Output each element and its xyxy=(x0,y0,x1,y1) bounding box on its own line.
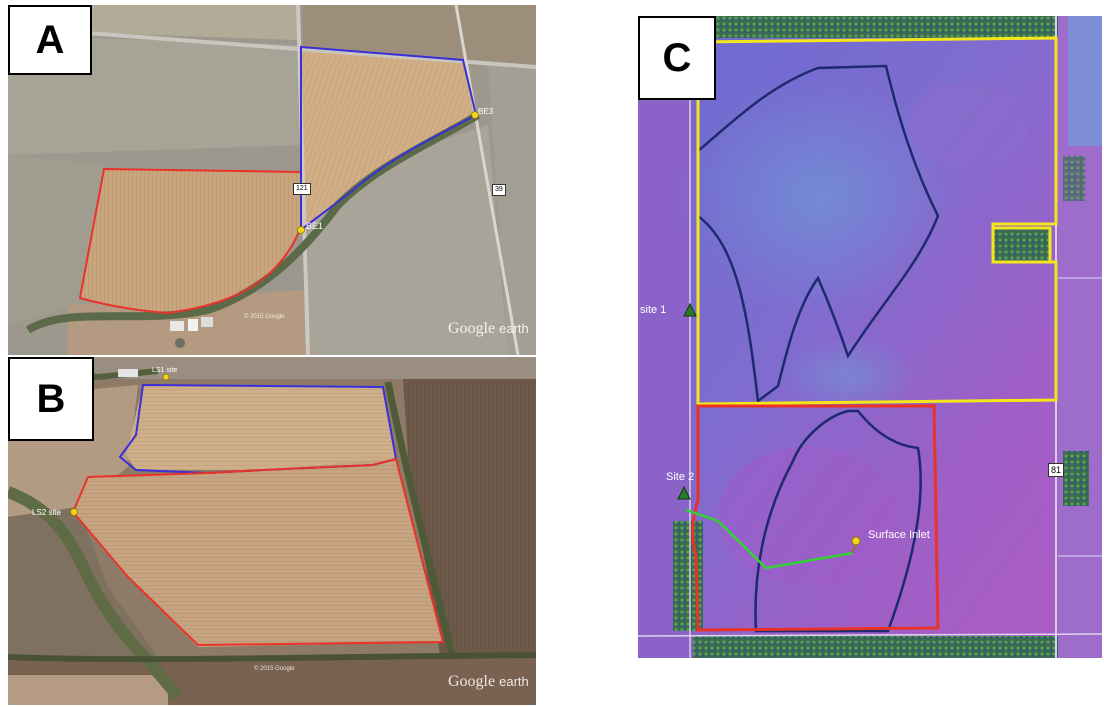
panel-a-label-be1: BE1 xyxy=(306,221,324,231)
panel-a-logo-earth: earth xyxy=(499,321,529,336)
panel-a-copyright: © 2015 Google xyxy=(244,314,285,320)
panel-c-label-site1: site 1 xyxy=(640,304,667,316)
panel-c-lower-field-boundary xyxy=(691,404,940,632)
panel-c-site2-marker xyxy=(677,485,691,500)
panel-a-pin-be3 xyxy=(471,111,479,119)
panel-b-label-ls1: LS1 site xyxy=(152,367,178,374)
panel-c-label-site2: Site 2 xyxy=(666,471,695,483)
panel-c-upper-subwatershed-outline xyxy=(696,64,940,404)
panel-a-label-be3: BE3 xyxy=(478,107,494,116)
panel-c-map: C site 1 Site 2 Surface Inlet 81 xyxy=(638,16,1102,658)
panel-b-label-ls2: LS2 site xyxy=(32,508,61,517)
panel-c-elevation-imagery xyxy=(638,16,1102,658)
panel-b-map: B LS1 site LS2 site © 2015 Google Google… xyxy=(8,357,536,705)
panel-c-site1-marker xyxy=(683,302,697,317)
panel-b-pin-ls2 xyxy=(70,508,78,516)
panel-a-road-shield-39: 39 xyxy=(492,184,506,196)
panel-b-pin-ls1 xyxy=(162,373,170,381)
panel-c-label-surface-inlet: Surface Inlet xyxy=(868,529,930,541)
panel-a-letter: A xyxy=(8,5,92,75)
panel-b-red-field-boundary xyxy=(71,457,445,647)
panel-b-copyright: © 2015 Google xyxy=(254,666,295,672)
panel-b-logo-google: Google xyxy=(448,673,496,690)
panel-a-pin-be1 xyxy=(297,226,305,234)
panel-c-road-shield-81: 81 xyxy=(1048,463,1065,477)
panel-a-road-shield-121: 121 xyxy=(293,183,311,195)
panel-c-inlet-pin xyxy=(851,536,861,546)
panel-b-imagery xyxy=(8,357,536,705)
panel-a-red-field-boundary xyxy=(78,167,302,315)
panel-c-flow-path xyxy=(685,508,854,570)
panel-a-map: A BE1 BE3 121 39 © 2015 Google Google ea… xyxy=(8,5,536,355)
panel-b-logo-earth: earth xyxy=(499,674,529,689)
panel-a-blue-field-boundary xyxy=(300,45,478,233)
panel-c-letter: C xyxy=(638,16,716,100)
panel-a-google-earth-logo: Google earth xyxy=(448,320,529,338)
panel-b-google-earth-logo: Google earth xyxy=(448,673,529,691)
panel-a-logo-google: Google xyxy=(448,320,496,337)
panel-c-inset-boundary xyxy=(991,226,1052,264)
panel-b-letter: B xyxy=(8,357,94,441)
